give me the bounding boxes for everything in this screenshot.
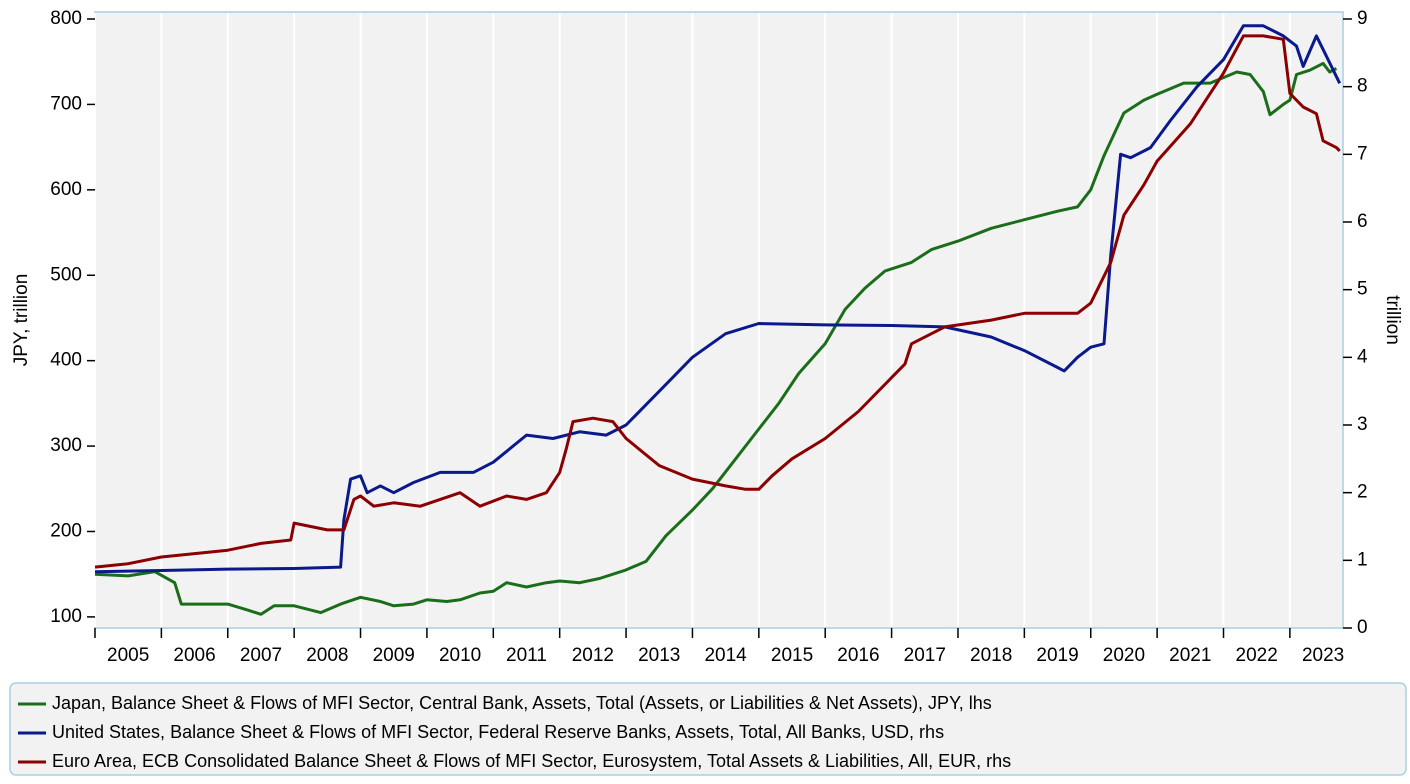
y2-tick-label: 8 <box>1357 76 1368 97</box>
y2-tick-label: 3 <box>1357 414 1368 435</box>
x-tick-label: 2006 <box>173 645 215 666</box>
y2-tick-label: 0 <box>1357 617 1368 638</box>
line-series <box>94 34 1341 569</box>
legend-label: United States, Balance Sheet & Flows of … <box>52 722 944 742</box>
x-tick-label: 2019 <box>1036 645 1078 666</box>
y-tick-label: 200 <box>50 520 82 541</box>
legend-label: Euro Area, ECB Consolidated Balance Shee… <box>52 751 1011 771</box>
x-tick-label: 2014 <box>704 645 747 666</box>
x-tick-label: 2011 <box>506 645 547 666</box>
x-tick-label: 2005 <box>107 645 149 666</box>
y2-tick-label: 1 <box>1357 549 1368 570</box>
legend-label: Japan, Balance Sheet & Flows of MFI Sect… <box>52 693 992 713</box>
line-series <box>94 61 1338 616</box>
x-tick-label: 2013 <box>638 645 680 666</box>
y2-tick-label: 2 <box>1357 482 1368 503</box>
legend: Japan, Balance Sheet & Flows of MFI Sect… <box>18 693 1011 771</box>
y2-tick-label: 5 <box>1357 279 1368 300</box>
y-tick-label: 400 <box>50 350 82 371</box>
y-tick-label: 600 <box>50 179 82 200</box>
y2-tick-label: 9 <box>1357 8 1368 29</box>
x-tick-label: 2020 <box>1103 645 1145 666</box>
y-tick-label: 300 <box>50 435 82 456</box>
x-tick-label: 2023 <box>1302 645 1344 666</box>
y2-tick-label: 4 <box>1357 346 1368 367</box>
y-tick-label: 100 <box>50 606 82 627</box>
plot-area <box>94 11 1344 629</box>
x-tick-label: 2008 <box>306 645 348 666</box>
y-tick-label: 700 <box>50 93 82 114</box>
y-tick-label: 800 <box>50 8 82 29</box>
x-tick-label: 2015 <box>771 645 813 666</box>
line-series <box>94 24 1342 574</box>
y2-tick-label: 6 <box>1357 211 1368 232</box>
y-axis-label: JPY, trillion <box>11 274 32 367</box>
x-tick-label: 2009 <box>373 645 415 666</box>
y2-axis-label: trillion <box>1382 295 1403 345</box>
x-tick-label: 2017 <box>904 645 946 666</box>
x-tick-label: 2018 <box>970 645 1012 666</box>
plot <box>94 13 1342 627</box>
y-tick-label: 500 <box>50 264 82 285</box>
x-tick-label: 2010 <box>439 645 481 666</box>
x-tick-label: 2016 <box>837 645 879 666</box>
x-tick-label: 2021 <box>1169 645 1211 666</box>
y2-tick-label: 7 <box>1357 143 1368 164</box>
legend-box <box>9 682 1407 776</box>
x-tick-label: 2012 <box>572 645 614 666</box>
x-tick-label: 2007 <box>240 645 282 666</box>
x-tick-label: 2022 <box>1236 645 1278 666</box>
